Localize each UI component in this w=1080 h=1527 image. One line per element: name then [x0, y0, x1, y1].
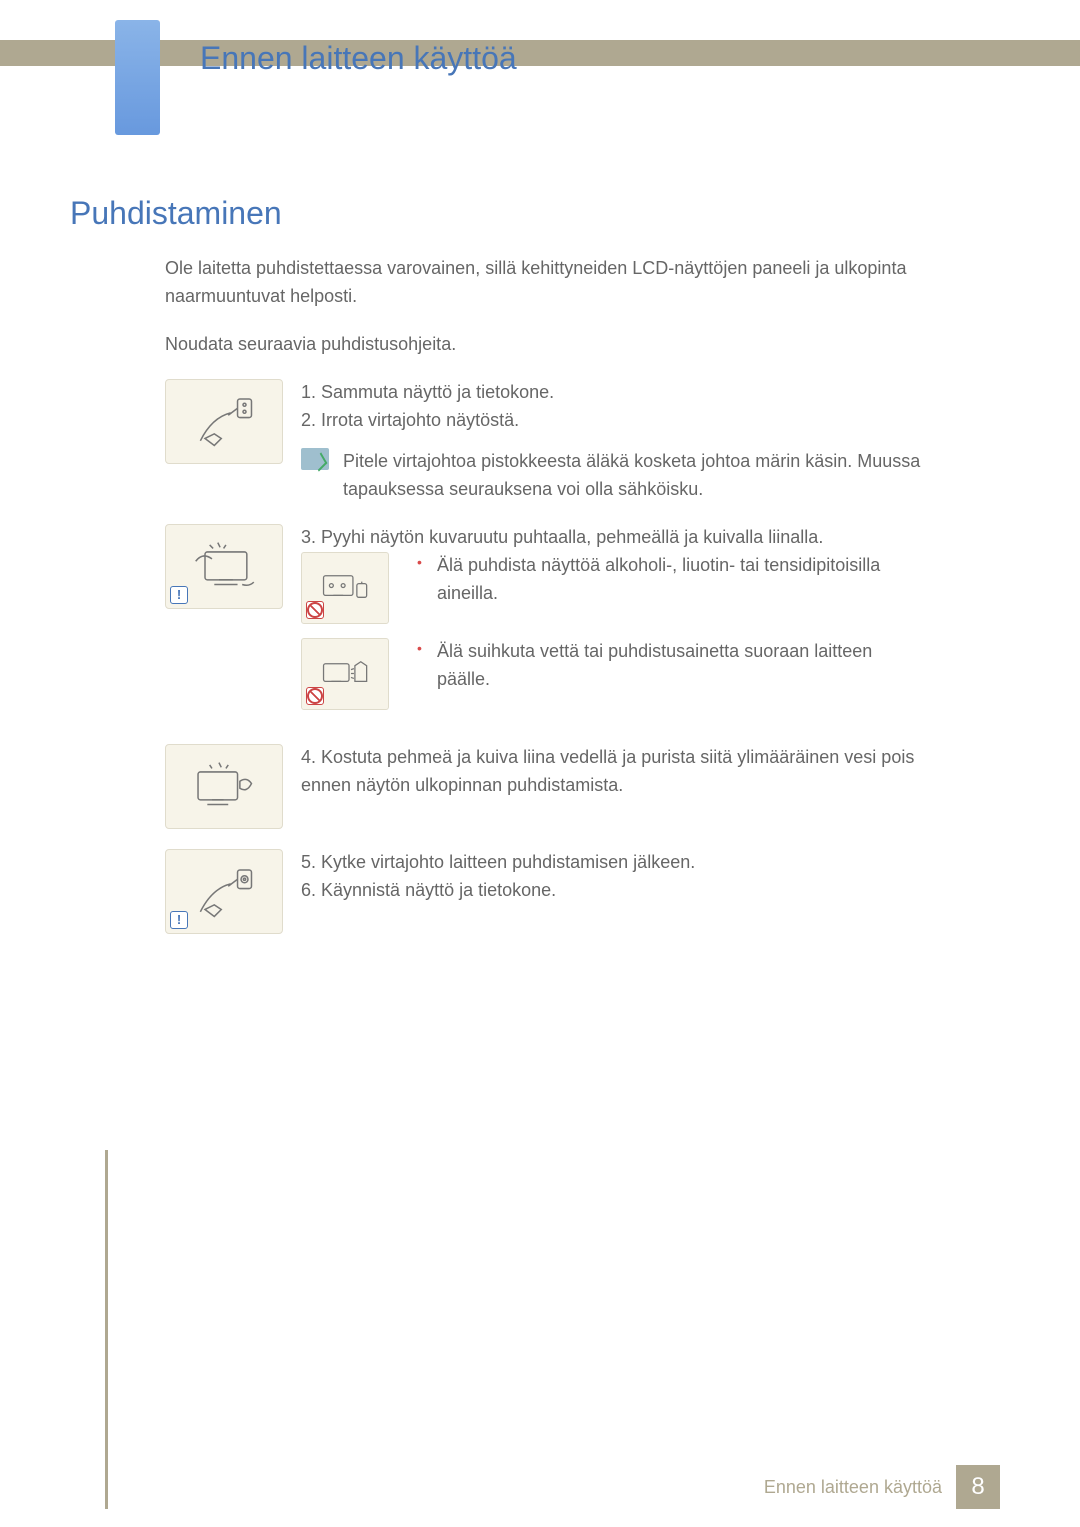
info-badge-icon: !	[170, 911, 188, 929]
step-3-bullet-2: Älä suihkuta vettä tai puhdistusainetta …	[403, 638, 925, 694]
step-block-5: ! 5. Kytke virtajohto laitteen puhdistam…	[165, 849, 925, 934]
illustration-damp-cloth-icon	[165, 744, 283, 829]
header-band	[0, 40, 1080, 66]
step-2-note: Pitele virtajohtoa pistokkeesta äläkä ko…	[343, 448, 925, 504]
step-5: 5. Kytke virtajohto laitteen puhdistamis…	[301, 849, 925, 877]
step-1: 1. Sammuta näyttö ja tietokone.	[301, 379, 925, 407]
prohibit-badge-icon	[306, 601, 324, 619]
section-heading: Puhdistaminen	[70, 195, 282, 232]
prohibit-badge-icon	[306, 687, 324, 705]
illustration-plug-in-icon: !	[165, 849, 283, 934]
page-number: 8	[956, 1465, 1000, 1509]
step-3: 3. Pyyhi näytön kuvaruutu puhtaalla, peh…	[301, 524, 925, 552]
chapter-tab	[115, 20, 160, 135]
illustration-unplug-icon	[165, 379, 283, 464]
info-badge-icon: !	[170, 586, 188, 604]
step-2: 2. Irrota virtajohto näytöstä.	[301, 407, 925, 435]
footer: Ennen laitteen käyttöä 8	[764, 1465, 1000, 1509]
step-block-4: 4. Kostuta pehmeä ja kuiva liina vedellä…	[165, 744, 925, 829]
chapter-title: Ennen laitteen käyttöä	[200, 40, 517, 77]
content-region: Ole laitetta puhdistettaessa varovainen,…	[165, 255, 925, 954]
step-block-3: ! 3. Pyyhi näytön kuvaruutu puhtaalla, p…	[165, 524, 925, 724]
step-3-sublist: Älä puhdista näyttöä alkoholi-, liuotin-…	[301, 552, 925, 710]
illustration-no-chemicals-icon	[301, 552, 389, 624]
step-block-1: 1. Sammuta näyttö ja tietokone. 2. Irrot…	[165, 379, 925, 505]
footer-label: Ennen laitteen käyttöä	[764, 1477, 942, 1498]
step-4: 4. Kostuta pehmeä ja kuiva liina vedellä…	[301, 744, 925, 800]
side-stripe	[105, 1150, 108, 1509]
illustration-wipe-screen-icon: !	[165, 524, 283, 609]
note-icon	[301, 448, 329, 470]
intro-note: Noudata seuraavia puhdistusohjeita.	[165, 331, 925, 359]
step-2-note-row: Pitele virtajohtoa pistokkeesta äläkä ko…	[301, 448, 925, 504]
step-3-bullet-1: Älä puhdista näyttöä alkoholi-, liuotin-…	[403, 552, 925, 608]
illustration-no-spray-icon	[301, 638, 389, 710]
intro-text: Ole laitetta puhdistettaessa varovainen,…	[165, 255, 925, 311]
step-6: 6. Käynnistä näyttö ja tietokone.	[301, 877, 925, 905]
